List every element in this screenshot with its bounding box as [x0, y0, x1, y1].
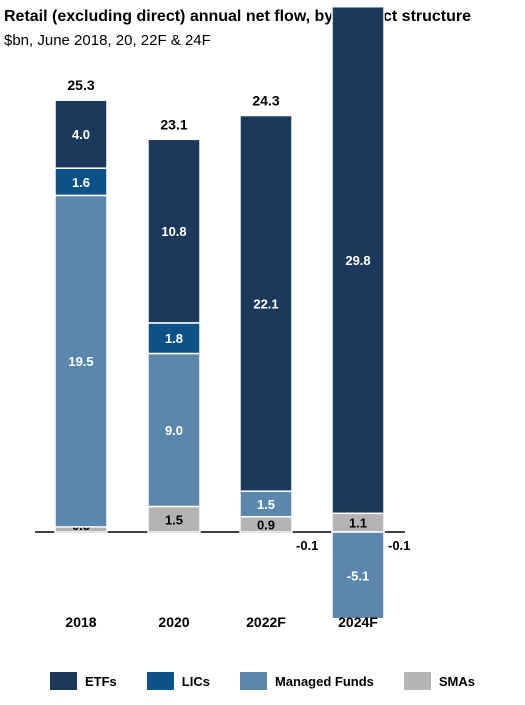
total-label-2018: 25.3	[67, 77, 94, 93]
legend-label-smas: SMAs	[438, 673, 476, 689]
data-label-lics-2024f: -0.1	[388, 538, 410, 553]
bar-lics-2020	[147, 322, 201, 355]
category-label-2022f: 2022F	[246, 614, 286, 630]
data-label-lics-2022f: -0.1	[296, 538, 318, 553]
data-label-managed-funds-2018: 19.5	[68, 354, 93, 369]
legend-item-managed-funds: Managed Funds	[239, 672, 374, 690]
legend-swatch-smas	[403, 672, 431, 690]
data-label-etfs-2020: 10.8	[161, 224, 186, 239]
bar-smas-2020	[147, 505, 201, 533]
data-label-etfs-2024f: 29.8	[345, 253, 370, 268]
data-label-lics-2018: 1.6	[72, 175, 90, 190]
bar-etfs-2024f	[331, 5, 385, 515]
data-label-managed-funds-2024f: -5.1	[347, 568, 369, 583]
data-label-smas-2022f: 0.9	[257, 517, 275, 532]
legend-label-etfs: ETFs	[84, 673, 117, 689]
legend-swatch-managed-funds	[239, 672, 267, 690]
chart-subtitle: $bn, June 2018, 20, 22F & 24F	[4, 32, 211, 49]
category-label-2024f: 2024F	[338, 614, 378, 630]
data-label-smas-2020: 1.5	[165, 512, 183, 527]
legend-item-lics: LICs	[146, 672, 210, 690]
legend-swatch-etfs	[49, 672, 77, 690]
bar-etfs-2020	[147, 138, 201, 324]
bar-etfs-2022f	[239, 114, 293, 492]
total-label-2020: 23.1	[160, 116, 187, 132]
legend-label-managed-funds: Managed Funds	[274, 673, 374, 689]
category-label-2020: 2020	[158, 614, 189, 630]
data-label-smas-2024f: 1.1	[349, 516, 367, 531]
data-label-etfs-2018: 4.0	[72, 127, 90, 142]
bar-lics-2018	[54, 167, 108, 197]
bar-etfs-2018	[54, 99, 108, 169]
legend-item-smas: SMAs	[403, 672, 476, 690]
legend: ETFs LICs Managed Funds SMAs	[0, 672, 525, 690]
category-label-2018: 2018	[65, 614, 96, 630]
legend-label-lics: LICs	[181, 673, 210, 689]
data-label-managed-funds-2020: 9.0	[165, 423, 183, 438]
bar-managed-funds-2022f	[239, 490, 293, 518]
data-label-etfs-2022f: 22.1	[253, 296, 278, 311]
bar-managed-funds-2018	[54, 194, 108, 528]
bar-managed-funds-2024f	[331, 531, 385, 620]
legend-item-etfs: ETFs	[49, 672, 117, 690]
legend-swatch-lics	[146, 672, 174, 690]
data-label-lics-2020: 1.8	[165, 331, 183, 346]
total-label-2022f: 24.3	[252, 93, 279, 109]
data-label-managed-funds-2022f: 1.5	[257, 497, 275, 512]
